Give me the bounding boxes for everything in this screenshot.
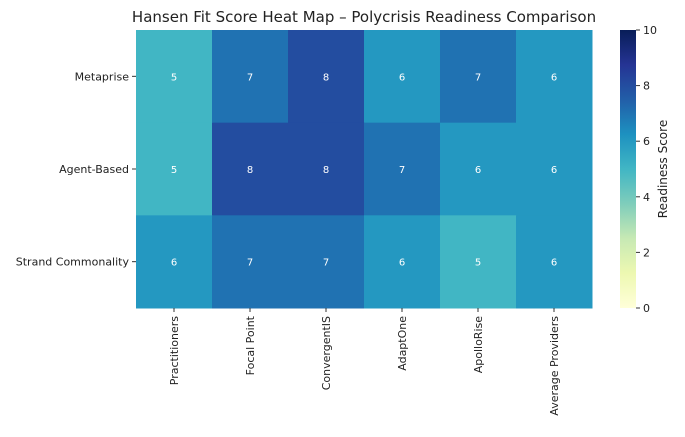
- cell-value-label: 7: [475, 72, 481, 83]
- heatmap-cell: [288, 215, 365, 309]
- cell-value-label: 8: [247, 165, 253, 176]
- heatmap-cell: [212, 215, 289, 309]
- cell-value-label: 6: [475, 165, 481, 176]
- heatmap-cell: [136, 30, 213, 124]
- colorbar-gradient: [620, 30, 636, 308]
- colorbar-tick-label: 0: [643, 302, 650, 315]
- heatmap-cell: [364, 30, 441, 124]
- cell-value-label: 6: [551, 258, 557, 269]
- heatmap-cell: [288, 122, 365, 216]
- cell-value-label: 8: [323, 165, 329, 176]
- colorbar-tick-label: 2: [643, 246, 650, 259]
- heatmap-cell: [516, 122, 593, 216]
- heatmap-cell: [516, 30, 593, 124]
- heatmap-cell: [364, 122, 441, 216]
- cell-value-label: 5: [171, 72, 177, 83]
- cell-value-label: 6: [551, 165, 557, 176]
- heatmap-cells: 5 7 8 6 7 6 5 8 8 7 6 6 6 7 7 6 5 6: [136, 30, 593, 309]
- colorbar-ticks: 0 2 4 6 8 10: [636, 24, 657, 315]
- chart-title: Hansen Fit Score Heat Map – Polycrisis R…: [132, 8, 596, 26]
- cell-value-label: 7: [247, 258, 253, 269]
- row-label: Metaprise: [75, 70, 130, 83]
- heatmap-cell: [364, 215, 441, 309]
- cell-value-label: 5: [475, 258, 481, 269]
- colorbar-tick-label: 10: [643, 24, 657, 37]
- row-label: Agent-Based: [59, 163, 129, 176]
- heatmap-cell: [516, 215, 593, 309]
- column-label: AdaptOne: [396, 316, 409, 371]
- column-label: Focal Point: [244, 315, 257, 375]
- column-label: ApolloRise: [472, 316, 485, 374]
- heatmap-cell: [212, 122, 289, 216]
- column-labels: Practitioners Focal Point ConvergentIS Adap…: [168, 308, 561, 416]
- cell-value-label: 8: [323, 72, 329, 83]
- heatmap-cell: [440, 122, 517, 216]
- colorbar-tick-label: 8: [643, 80, 650, 93]
- colorbar-label: Readiness Score: [656, 120, 670, 218]
- cell-value-label: 5: [171, 165, 177, 176]
- column-label: Practitioners: [168, 316, 181, 385]
- colorbar-tick-label: 4: [643, 191, 650, 204]
- heatmap-cell: [440, 215, 517, 309]
- cell-value-label: 6: [399, 258, 405, 269]
- heatmap-cell: [136, 122, 213, 216]
- cell-value-label: 7: [399, 165, 405, 176]
- heatmap-cell: [212, 30, 289, 124]
- row-labels: Metaprise Agent-Based Strand Commonality: [16, 70, 136, 269]
- column-label: ConvergentIS: [320, 316, 333, 390]
- colorbar: 0 2 4 6 8 10 Readiness Score: [620, 24, 670, 315]
- heatmap-cell: [440, 30, 517, 124]
- column-label: Average Providers: [548, 316, 561, 416]
- cell-value-label: 7: [323, 258, 329, 269]
- cell-value-label: 6: [551, 72, 557, 83]
- colorbar-tick-label: 6: [643, 135, 650, 148]
- cell-value-label: 7: [247, 72, 253, 83]
- row-label: Strand Commonality: [16, 256, 130, 269]
- cell-value-label: 6: [399, 72, 405, 83]
- cell-value-label: 6: [171, 258, 177, 269]
- heatmap-cell: [288, 30, 365, 124]
- heatmap-cell: [136, 215, 213, 309]
